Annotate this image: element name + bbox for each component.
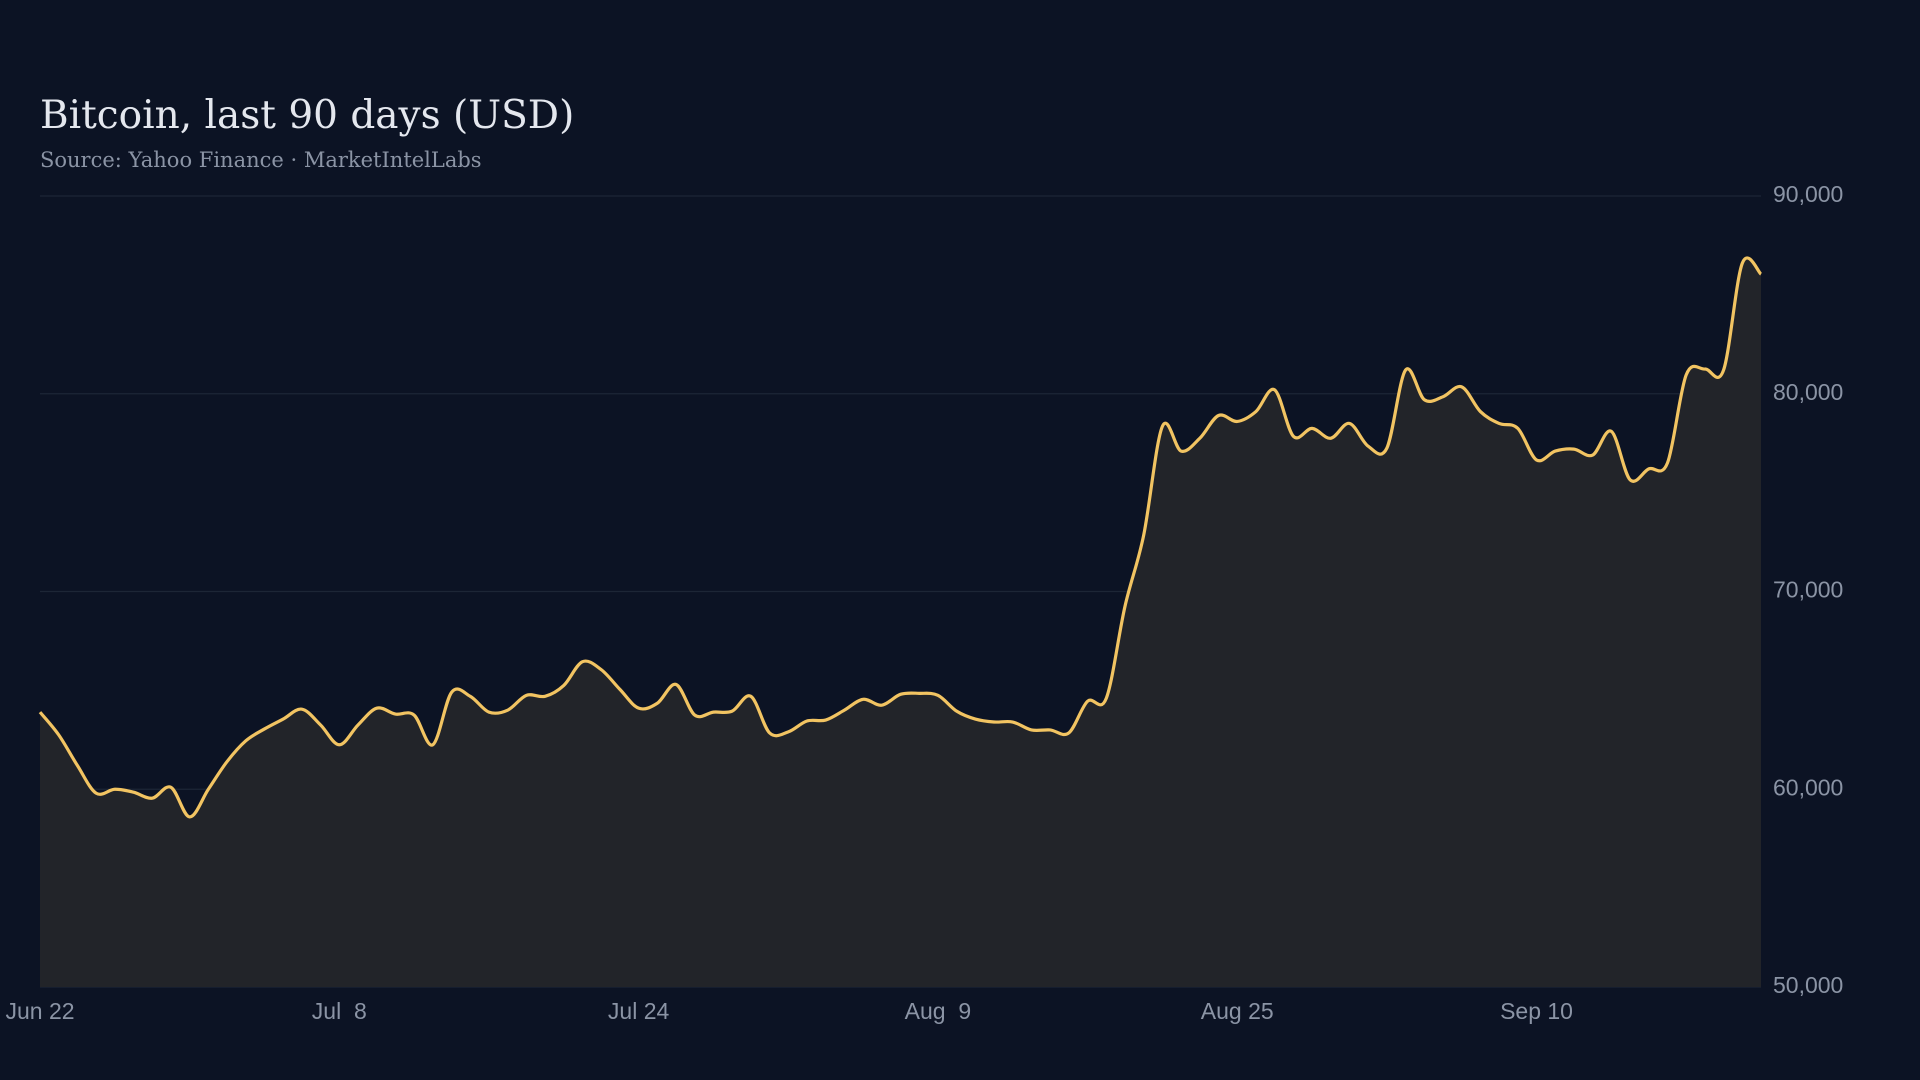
y-tick-label: 90,000 — [1773, 181, 1843, 207]
y-tick-label: 50,000 — [1773, 972, 1843, 998]
chart-subtitle: Source: Yahoo Finance · MarketIntelLabs — [40, 148, 482, 172]
x-tick-label: Jul 24 — [608, 998, 670, 1024]
area — [40, 257, 1761, 988]
x-tick-label: Jun 22 — [5, 998, 74, 1024]
x-tick-label: Aug 9 — [905, 998, 972, 1024]
x-tick-label: Aug 25 — [1201, 998, 1274, 1024]
line — [38, 256, 1763, 819]
x-tick-label: Jul 8 — [312, 998, 367, 1024]
y-tick-label: 60,000 — [1773, 774, 1843, 800]
y-tick-label: 80,000 — [1773, 379, 1843, 405]
x-tick-label: Sep 10 — [1500, 998, 1573, 1024]
chart-title: Bitcoin, last 90 days (USD) — [40, 93, 574, 138]
y-tick-label: 70,000 — [1773, 577, 1843, 603]
